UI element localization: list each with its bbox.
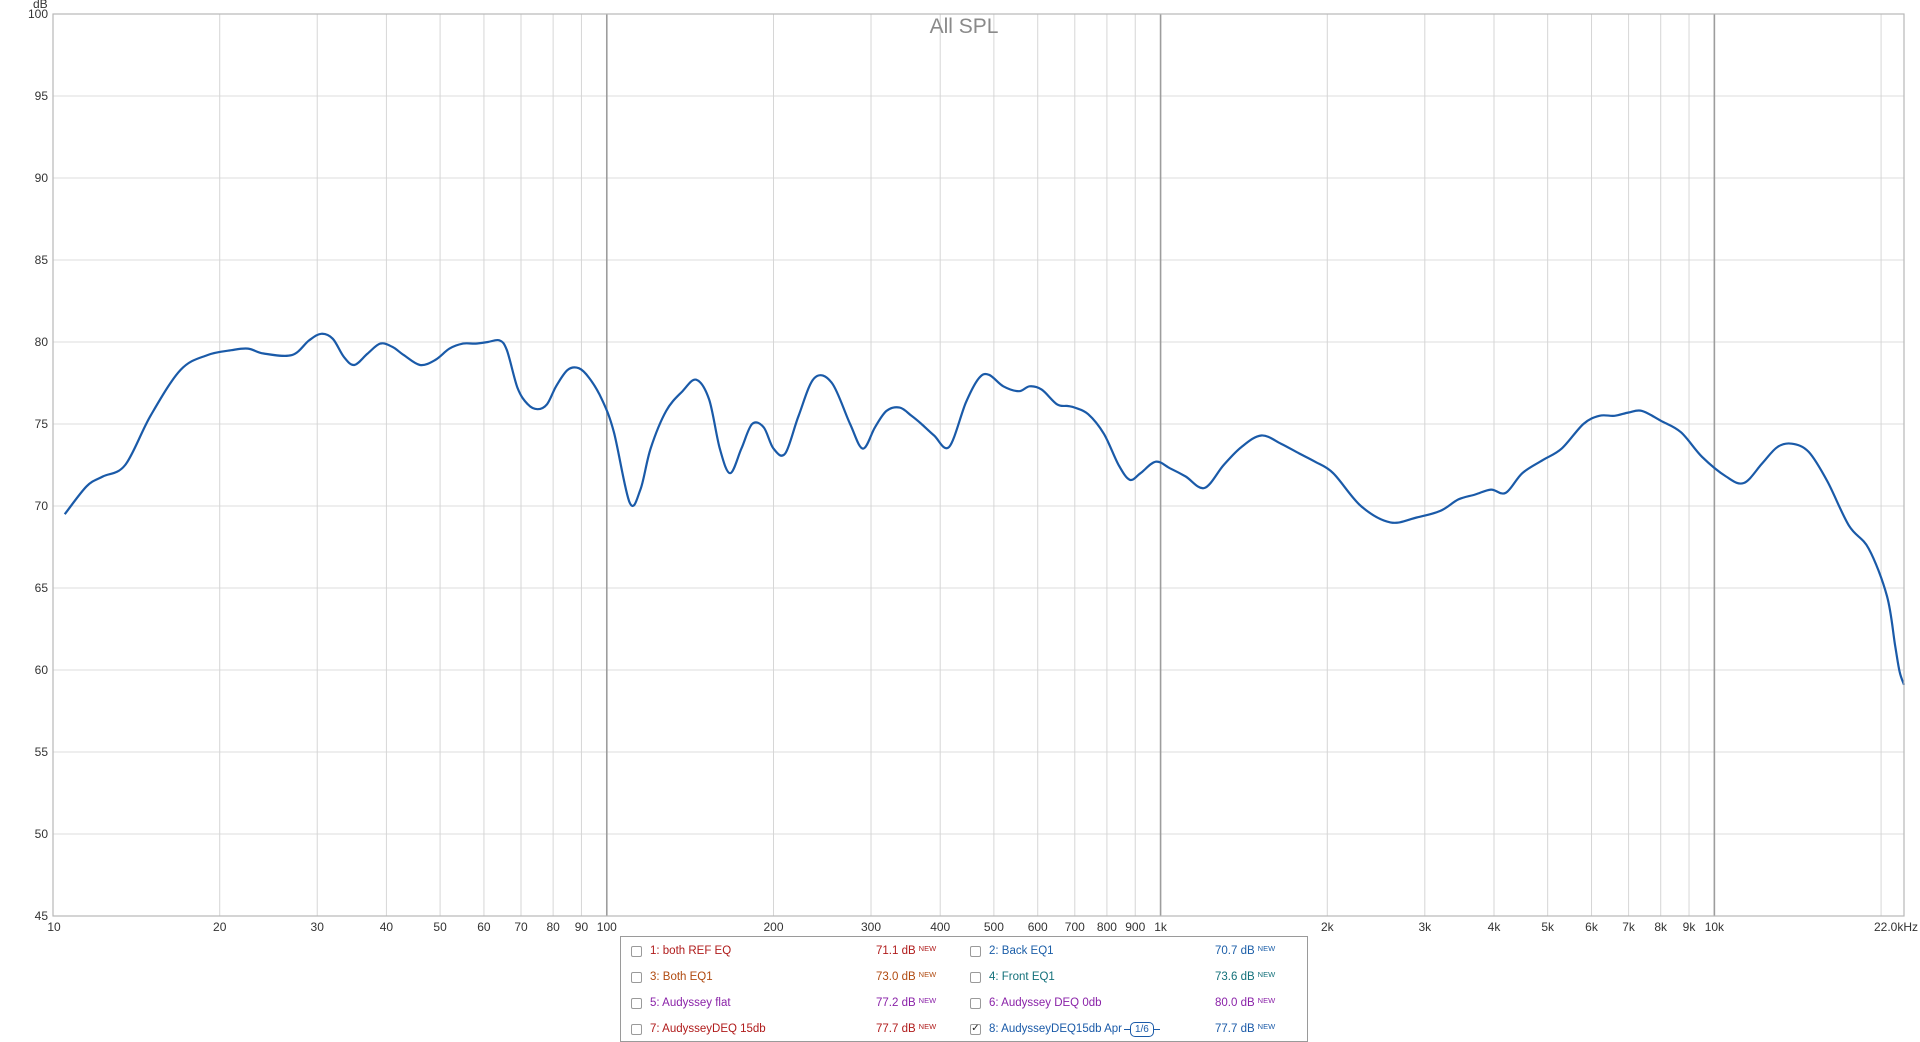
plot-lines xyxy=(63,332,1906,686)
x-tick-label: 1k xyxy=(1154,920,1168,934)
legend-checkbox-5[interactable] xyxy=(631,997,642,1009)
legend-label-5: 5: Audyssey flat xyxy=(650,997,731,1009)
x-tick-label: 8k xyxy=(1654,920,1668,934)
y-axis-unit-label: dB xyxy=(33,0,48,11)
x-tick-label: 90 xyxy=(575,920,589,934)
series-line xyxy=(63,332,1906,686)
y-tick-label: 60 xyxy=(35,663,49,677)
x-tick-label: 9k xyxy=(1683,920,1697,934)
smoothing-dash xyxy=(1153,1028,1160,1030)
legend-value-4: 73.6 dB NEW xyxy=(1215,970,1276,983)
legend-entry-4[interactable]: 4: Front EQ1 73.6 dB NEW xyxy=(970,967,1275,987)
x-tick-label: 600 xyxy=(1028,920,1048,934)
check-mark-icon: ✓ xyxy=(971,1023,980,1034)
x-tick-label: 80 xyxy=(546,920,560,934)
legend-value-3: 73.0 dB NEW xyxy=(876,970,937,983)
legend-label-7: 7: AudysseyDEQ 15db xyxy=(650,1023,766,1035)
legend-value-1: 71.1 dB NEW xyxy=(876,944,937,957)
legend-entry-2[interactable]: 2: Back EQ1 70.7 dB NEW xyxy=(970,941,1275,961)
legend-value-7: 77.7 dB NEW xyxy=(876,1022,937,1035)
y-tick-label: 55 xyxy=(35,745,49,759)
legend-entry-7[interactable]: 7: AudysseyDEQ 15db 77.7 dB NEW xyxy=(631,1019,936,1039)
y-tick-label: 65 xyxy=(35,581,49,595)
x-tick-label: 5k xyxy=(1541,920,1555,934)
x-tick-label: 300 xyxy=(861,920,881,934)
legend-label-2: 2: Back EQ1 xyxy=(989,945,1054,957)
x-tick-label: 2k xyxy=(1321,920,1335,934)
y-tick-label: 45 xyxy=(35,909,49,923)
grid xyxy=(53,13,1904,917)
smoothing-value: 1/6 xyxy=(1129,1021,1154,1037)
chart-title: All SPL xyxy=(930,15,999,38)
y-tick-label: 50 xyxy=(35,827,49,841)
x-tick-label: 800 xyxy=(1097,920,1117,934)
x-tick-label: 70 xyxy=(514,920,528,934)
legend-checkbox-3[interactable] xyxy=(631,971,642,983)
legend-checkbox-6[interactable] xyxy=(970,997,981,1009)
x-tick-label: 700 xyxy=(1065,920,1085,934)
legend-entry-3[interactable]: 3: Both EQ1 73.0 dB NEW xyxy=(631,967,936,987)
legend-label-6: 6: Audyssey DEQ 0db xyxy=(989,997,1102,1009)
x-tick-label: 10 xyxy=(47,920,61,934)
legend-label-3: 3: Both EQ1 xyxy=(650,971,713,983)
legend-checkbox-1[interactable] xyxy=(631,945,642,957)
measurement-legend: 1: both REF EQ 71.1 dB NEW 2: Back EQ1 70… xyxy=(620,936,1308,1042)
legend-entry-8[interactable]: ✓ 8: AudysseyDEQ15db Apr 1/6 77.7 dB NEW xyxy=(970,1019,1275,1039)
y-tick-label: 70 xyxy=(35,499,49,513)
legend-value-8: 77.7 dB NEW xyxy=(1215,1022,1276,1035)
y-tick-label: 80 xyxy=(35,335,49,349)
legend-value-6: 80.0 dB NEW xyxy=(1215,996,1276,1009)
legend-checkbox-8[interactable]: ✓ xyxy=(970,1023,981,1035)
y-tick-label: 90 xyxy=(35,171,49,185)
x-tick-label: 7k xyxy=(1622,920,1636,934)
x-tick-label: 40 xyxy=(380,920,394,934)
x-tick-label: 900 xyxy=(1125,920,1145,934)
legend-label-1: 1: both REF EQ xyxy=(650,945,732,957)
x-tick-label: 6k xyxy=(1585,920,1599,934)
legend-checkbox-4[interactable] xyxy=(970,971,981,983)
legend-value-2: 70.7 dB NEW xyxy=(1215,944,1276,957)
legend-entry-1[interactable]: 1: both REF EQ 71.1 dB NEW xyxy=(631,941,936,961)
legend-checkbox-7[interactable] xyxy=(631,1023,642,1035)
x-tick-label: 22.0kHz xyxy=(1874,920,1918,934)
legend-entry-5[interactable]: 5: Audyssey flat 77.2 dB NEW xyxy=(631,993,936,1013)
legend-label-8: 8: AudysseyDEQ15db Apr xyxy=(989,1023,1122,1035)
axis-ticks: 45 50 55 60 65 70 75 80 85 90 95 100 10 20 30 40 50 60 70 8… xyxy=(28,7,1918,934)
x-tick-label: 10k xyxy=(1705,920,1725,934)
x-tick-label: 3k xyxy=(1418,920,1432,934)
x-tick-label: 400 xyxy=(930,920,950,934)
x-tick-label: 30 xyxy=(311,920,325,934)
plot-frame xyxy=(52,13,1905,917)
legend-label-4: 4: Front EQ1 xyxy=(989,971,1055,983)
x-tick-label: 200 xyxy=(763,920,783,934)
x-tick-label: 100 xyxy=(597,920,617,934)
x-tick-label: 500 xyxy=(984,920,1004,934)
legend-checkbox-2[interactable] xyxy=(970,945,981,957)
y-tick-label: 85 xyxy=(35,253,49,267)
y-tick-label: 95 xyxy=(35,89,49,103)
x-tick-label: 60 xyxy=(477,920,491,934)
legend-entry-6[interactable]: 6: Audyssey DEQ 0db 80.0 dB NEW xyxy=(970,993,1275,1013)
spl-chart: 45 50 55 60 65 70 75 80 85 90 95 100 10 20 30 40 50 60 70 8… xyxy=(28,0,1918,934)
x-tick-label: 50 xyxy=(433,920,447,934)
smoothing-dash xyxy=(1123,1028,1130,1030)
y-tick-label: 75 xyxy=(35,417,49,431)
x-tick-label: 4k xyxy=(1488,920,1502,934)
y-tick-label: 100 xyxy=(28,7,48,21)
x-tick-label: 20 xyxy=(213,920,227,934)
smoothing-selector[interactable]: 1/6 xyxy=(1123,1021,1160,1037)
legend-value-5: 77.2 dB NEW xyxy=(876,996,937,1009)
